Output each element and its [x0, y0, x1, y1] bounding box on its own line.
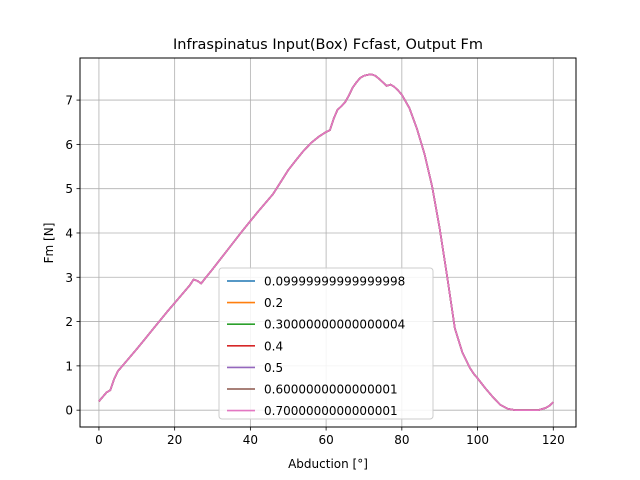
x-tick-label: 20 — [167, 433, 182, 447]
chart-title: Infraspinatus Input(Box) Fcfast, Output … — [173, 37, 483, 53]
x-tick-label: 60 — [318, 433, 333, 447]
legend-entry-label: 0.2 — [264, 296, 283, 310]
x-tick-label: 40 — [243, 433, 258, 447]
y-tick-label: 2 — [65, 315, 73, 329]
legend-entry-label: 0.7000000000000001 — [264, 404, 398, 418]
y-axis-ticks: 0 1 2 3 4 5 6 7 — [65, 94, 80, 418]
series-lines — [98, 73, 554, 411]
y-tick-label: 5 — [65, 182, 73, 196]
y-tick-label: 6 — [65, 138, 73, 152]
x-tick-label: 0 — [95, 433, 103, 447]
y-tick-label: 7 — [65, 94, 73, 108]
legend: 0.09999999999999998 0.2 0.3000000000000000… — [218, 267, 434, 420]
x-axis-ticks: 0 20 40 60 80 100 120 — [95, 427, 565, 447]
series-line — [98, 73, 554, 411]
x-tick-label: 120 — [542, 433, 565, 447]
legend-entry-label: 0.5 — [264, 361, 283, 375]
y-tick-label: 0 — [65, 404, 73, 418]
x-tick-label: 80 — [394, 433, 409, 447]
y-tick-label: 4 — [65, 226, 73, 240]
y-axis-label: Fm [N] — [42, 223, 56, 264]
legend-entry-label: 0.09999999999999998 — [264, 275, 405, 289]
y-tick-label: 3 — [65, 271, 73, 285]
legend-entry-label: 0.4 — [264, 339, 283, 353]
plot-frame — [79, 57, 577, 428]
legend-entry-label: 0.30000000000000004 — [264, 318, 405, 332]
y-tick-label: 1 — [65, 359, 73, 373]
legend-entry-label: 0.6000000000000001 — [264, 383, 398, 397]
legend-box — [218, 267, 434, 420]
x-tick-label: 100 — [466, 433, 489, 447]
x-axis-label: Abduction [°] — [288, 457, 368, 471]
